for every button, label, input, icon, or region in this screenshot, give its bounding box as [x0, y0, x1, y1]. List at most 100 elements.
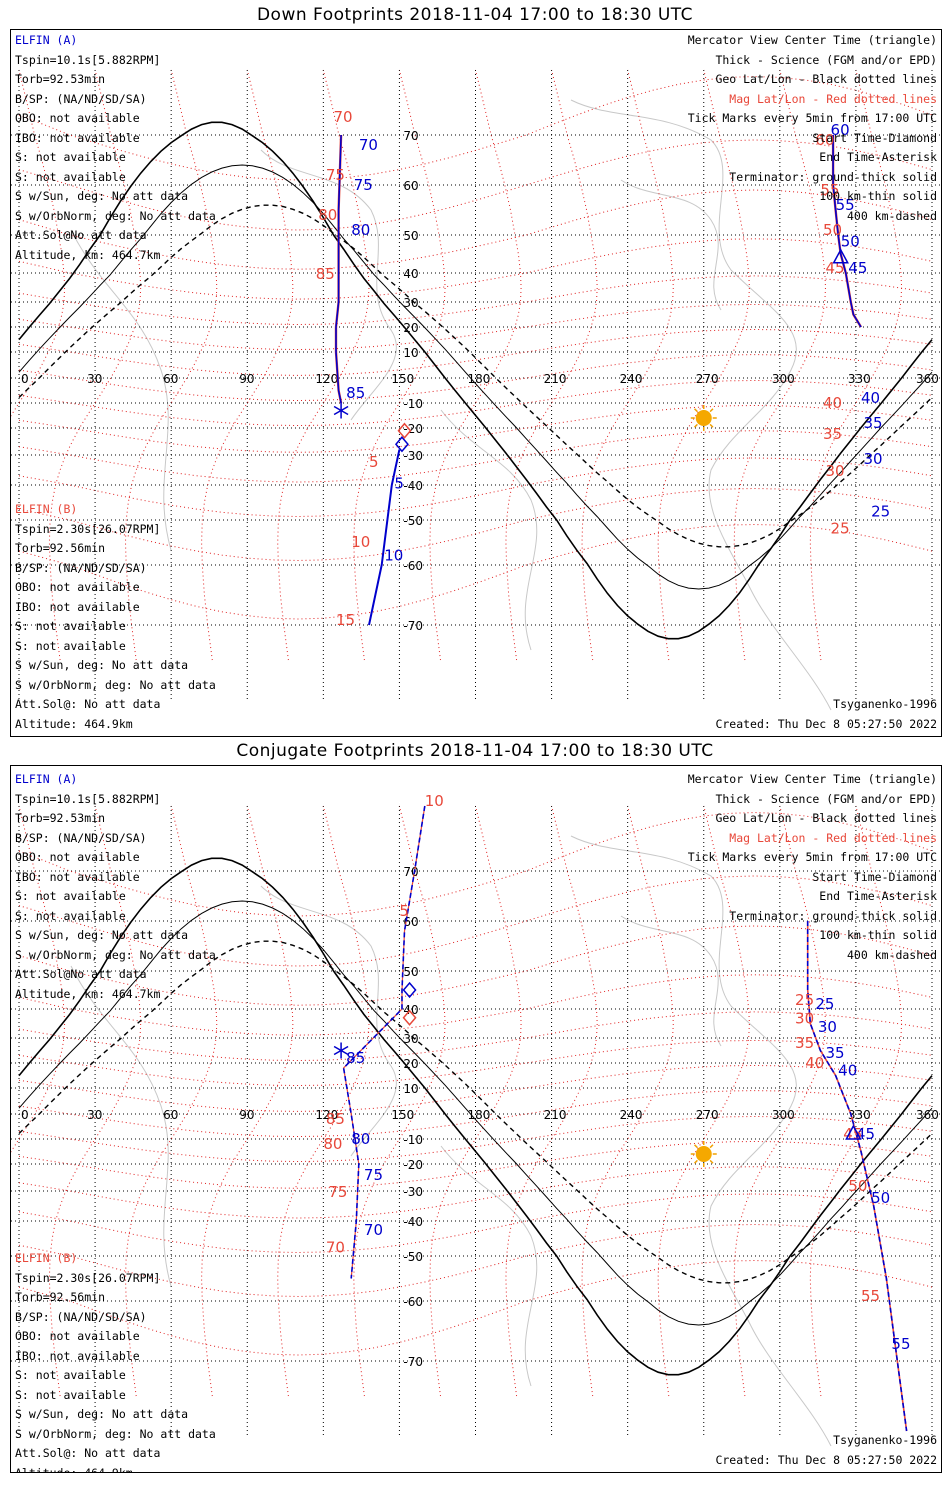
info-line: Altitude: 464.9km [15, 716, 133, 731]
info-line: Att.Sol@No att data [15, 228, 147, 242]
start-time-diamond [397, 422, 412, 439]
info-line: OBO: not available [15, 580, 140, 594]
mag-meridian [733, 805, 827, 1397]
elfin-b-tick-label-red: 75 [328, 1183, 347, 1201]
info-line: B/SP: (NA/ND/SD/SA) [15, 560, 147, 575]
lon-tick-label: 0 [21, 372, 29, 386]
info-line: Tspin=2.30s[26.07RPM] [15, 1270, 161, 1285]
info-line: Tspin=10.1s[5.882RPM] [15, 52, 161, 67]
elfin-b-track [335, 134, 342, 404]
sat-b-name: ELFIN (B) [15, 502, 78, 516]
mag-meridian [11, 805, 66, 1153]
info-line: S w/Sun, deg: No att data [15, 928, 189, 942]
elfin-b-tick-label-red: 70 [333, 108, 352, 126]
conjugate-footprints-map: 0 30 60 90 120 150 180 210 240 270 300 330 360 70 60 50… [10, 765, 942, 1473]
elfin-b-tick-label-red: 10 [351, 533, 370, 551]
legend-line: 100 km-thin solid [819, 189, 937, 203]
elfin-a-tick-label-red: 35 [795, 1034, 814, 1052]
mag-meridian [505, 805, 598, 1397]
lat-tick-label: -20 [403, 422, 423, 436]
elfin-b-tick-label-red: 85 [316, 265, 335, 283]
info-line: B/SP: (NA/ND/SD/SA) [15, 830, 147, 845]
lat-tick-label: 20 [403, 321, 418, 335]
info-line: S w/OrbNorm, deg: No att data [15, 208, 216, 223]
elfin-a-tick-label-red: 55 [861, 1287, 880, 1305]
mag-parallel [18, 275, 933, 326]
lat-tick-label: 30 [403, 1032, 418, 1046]
elfin-a-tick-label: 45 [848, 259, 867, 277]
sat-a-info: ELFIN (A) Tspin=10.1s[5.882RPM] Torb=92.… [15, 770, 216, 1004]
lon-tick-label: 210 [544, 372, 567, 386]
elfin-a-tick-label: 35 [864, 414, 883, 432]
info-line: B/SP: (NA/ND/SD/SA) [15, 91, 147, 106]
info-line: S: not available [15, 169, 126, 184]
mag-meridian [277, 805, 370, 1397]
info-line: Tspin=10.1s[5.882RPM] [15, 791, 161, 806]
elfin-b-tick-label-red: 80 [323, 1135, 342, 1153]
sun-ray [694, 408, 698, 413]
info-line: Att.Sol@No att data [15, 967, 147, 981]
coastline [70, 229, 172, 551]
lon-tick-label: 180 [468, 372, 491, 386]
sun-ray [694, 1144, 698, 1149]
elfin-a-tick-label: 55 [836, 196, 855, 214]
elfin-a-tick-label: 50 [871, 1189, 890, 1207]
sun-ray [709, 408, 714, 413]
info-line: S w/Sun, deg: No att data [15, 1407, 189, 1421]
lat-tick-label: -10 [403, 1133, 423, 1147]
elfin-a-tick-label: 30 [864, 450, 883, 468]
sun-ray [709, 423, 714, 428]
terminator-100km [18, 164, 933, 590]
mag-meridian [201, 805, 294, 1397]
elfin-a-track-red [806, 921, 908, 1432]
coastline [620, 179, 722, 311]
lon-tick-label: 330 [848, 1108, 871, 1122]
elfin-b-tick-label: 10 [384, 547, 403, 565]
mag-parallel [18, 457, 933, 518]
legend-line: 400 km-dashed [846, 208, 937, 223]
info-line: S w/OrbNorm, deg: No att data [15, 677, 216, 692]
info-line: Altitude, km: 464.7km [15, 247, 161, 262]
lat-tick-label: -50 [403, 514, 423, 528]
legend-line: Terminator: ground-thick solid [729, 908, 937, 923]
legend-line: Geo Lat/Lon - Black dotted lines [715, 811, 937, 825]
legend-line: Mag Lat/Lon - Red dotted lines [729, 91, 937, 106]
info-line: S w/OrbNorm, deg: No att data [15, 1426, 216, 1441]
mag-parallel [18, 75, 933, 181]
lon-tick-label: 270 [696, 1108, 719, 1122]
sun-ray [709, 1144, 714, 1149]
mag-meridian [581, 69, 674, 661]
lon-tick-label: 360 [916, 1108, 939, 1122]
elfin-b-tick-label: 5 [394, 475, 404, 493]
lat-tick-label: -60 [403, 1295, 423, 1309]
elfin-a-tick-label: 35 [825, 1044, 844, 1062]
elfin-a-tick-label: 55 [891, 1335, 910, 1353]
lon-tick-label: 120 [315, 1108, 338, 1122]
lat-tick-label: 50 [403, 965, 418, 979]
legend-line: Start Time-Diamond [812, 130, 937, 145]
legend-line: 400 km-dashed [846, 947, 937, 962]
coastline [70, 965, 172, 1287]
info-line: S w/OrbNorm, deg: No att data [15, 947, 216, 962]
legend-line: Tick Marks every 5min from 17:00 UTC [687, 850, 937, 864]
mag-meridian [505, 69, 598, 661]
info-line: IBO: not available [15, 1348, 140, 1363]
coastline [570, 99, 832, 711]
info-line: Torb=92.53min [15, 72, 106, 86]
start-time-diamond [402, 981, 417, 999]
sun-ray [694, 423, 698, 428]
mag-parallel [18, 238, 933, 300]
elfin-b-tick-label-red: 80 [318, 206, 337, 224]
lon-tick-label: 300 [772, 1108, 795, 1122]
elfin-b-tick-label: 75 [354, 176, 373, 194]
legend-line: Mercator View Center Time (triangle) [687, 772, 937, 786]
start-time-diamond [394, 436, 409, 453]
elfin-b-tick-label-red: 85 [326, 1110, 345, 1128]
lon-tick-label: 120 [315, 372, 338, 386]
elfin-a-tick-label: 25 [815, 995, 834, 1013]
mag-parallel [18, 1193, 933, 1254]
lat-tick-label: 50 [403, 229, 418, 243]
mag-meridian [48, 805, 142, 1397]
mag-meridian [429, 69, 522, 661]
coastline [260, 885, 397, 1157]
